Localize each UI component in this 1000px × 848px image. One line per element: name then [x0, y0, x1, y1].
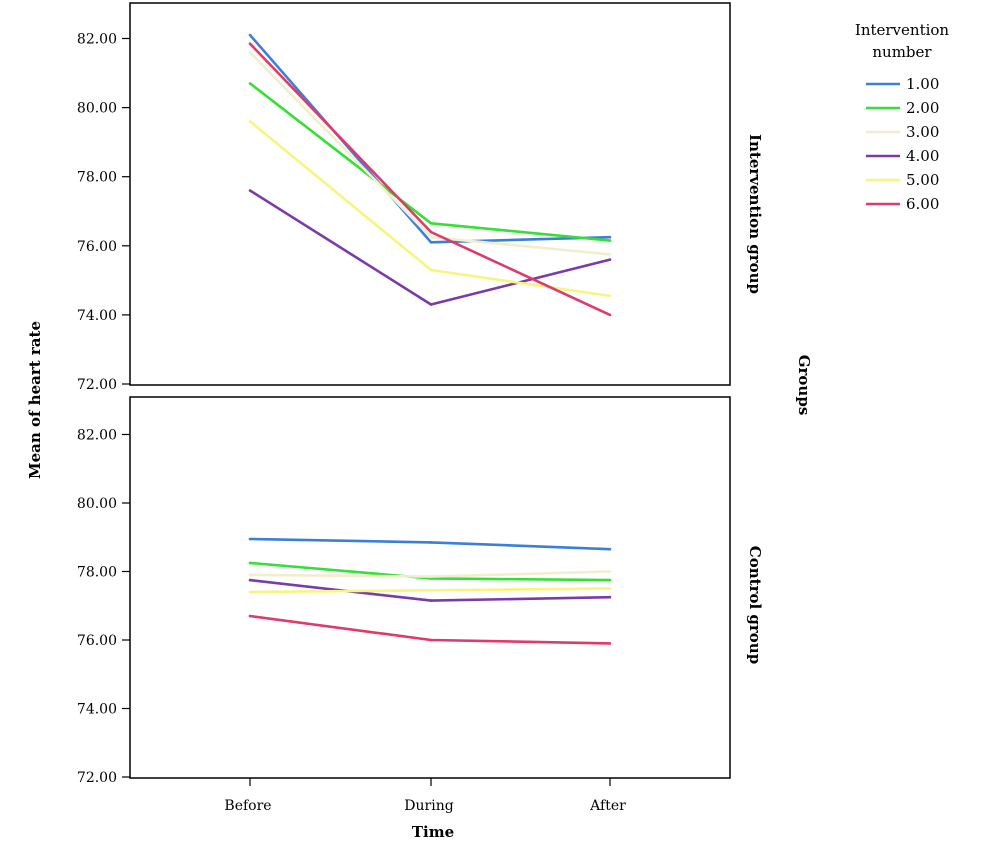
data-point	[248, 561, 252, 565]
data-point	[608, 570, 612, 573]
legend-label: 1.00	[906, 75, 939, 93]
data-point	[429, 303, 433, 306]
data-point	[429, 589, 433, 592]
data-point	[248, 82, 252, 85]
legend-title-line-1: Intervention	[855, 21, 950, 39]
y-tick-label: 82.00	[77, 32, 117, 48]
data-point	[429, 599, 433, 602]
y-tick-label: 82.00	[77, 428, 117, 444]
y-tick-label: 76.00	[77, 633, 117, 649]
data-point	[608, 547, 612, 551]
data-point	[608, 578, 612, 582]
x-tick-label: During	[404, 798, 453, 814]
data-point	[248, 590, 252, 594]
x-axis: Before During After	[224, 778, 626, 814]
data-point	[248, 537, 252, 541]
data-point	[608, 239, 612, 242]
legend-label: 2.00	[906, 99, 939, 117]
data-point	[248, 573, 252, 577]
data-point	[608, 258, 612, 261]
data-point	[608, 294, 612, 298]
y-tick-label: 76.00	[77, 239, 117, 255]
legend-label: 6.00	[906, 195, 939, 213]
data-point	[248, 614, 252, 618]
top-panel: 72.00 74.00 76.00 78.00 80.00 82.00 Intervent…	[77, 2, 764, 393]
data-point	[608, 587, 612, 590]
data-point	[608, 253, 612, 256]
legend-title-line-2: number	[872, 43, 932, 61]
y-tick-label: 80.00	[77, 101, 117, 117]
data-point	[429, 241, 433, 244]
x-tick-label: After	[589, 798, 626, 814]
legend-label: 3.00	[906, 123, 939, 141]
bottom-panel: 72.00 74.00 76.00 78.00 80.00 82.00 Control g…	[77, 396, 764, 786]
top-panel-label: Intervention group	[746, 134, 764, 294]
y-tick-label: 74.00	[77, 308, 117, 324]
data-point	[248, 578, 252, 582]
top-panel-y-ticks: 72.00 74.00 76.00 78.00 80.00 82.00	[77, 32, 130, 393]
data-point	[608, 235, 612, 239]
bottom-panel-y-ticks: 72.00 74.00 76.00 78.00 80.00 82.00	[77, 428, 130, 786]
data-point	[248, 189, 252, 192]
data-point	[248, 120, 252, 123]
data-point	[429, 235, 433, 239]
top-panel-series	[248, 33, 612, 317]
legend: Intervention number 1.00 2.00 3.00 4.00 5.00…	[855, 21, 950, 213]
bottom-panel-label: Control group	[746, 546, 764, 664]
data-point	[248, 51, 252, 54]
legend-entries: 1.00 2.00 3.00 4.00 5.00 6.00	[866, 75, 939, 213]
data-point	[429, 541, 433, 544]
data-point	[429, 268, 433, 272]
groups-axis-title: Groups	[795, 355, 813, 416]
data-point	[429, 575, 433, 578]
y-tick-label: 78.00	[77, 170, 117, 186]
bottom-panel-frame	[129, 396, 731, 779]
data-point	[248, 42, 252, 45]
data-point	[608, 595, 612, 599]
data-point	[429, 638, 433, 642]
data-point	[248, 33, 252, 37]
data-point	[429, 222, 433, 225]
data-point	[608, 642, 612, 645]
y-axis-title: Mean of heart rate	[26, 321, 44, 479]
y-tick-label: 72.00	[77, 377, 117, 393]
data-point	[608, 313, 612, 317]
legend-label: 4.00	[906, 147, 939, 165]
y-tick-label: 80.00	[77, 496, 117, 512]
x-tick-label: Before	[224, 798, 271, 814]
bottom-panel-series	[248, 537, 612, 645]
data-point	[429, 230, 433, 234]
y-tick-label: 74.00	[77, 702, 117, 718]
top-panel-frame	[129, 2, 731, 386]
y-tick-label: 72.00	[77, 770, 117, 786]
y-tick-label: 78.00	[77, 565, 117, 581]
x-axis-title: Time	[412, 823, 454, 841]
legend-label: 5.00	[906, 171, 939, 189]
